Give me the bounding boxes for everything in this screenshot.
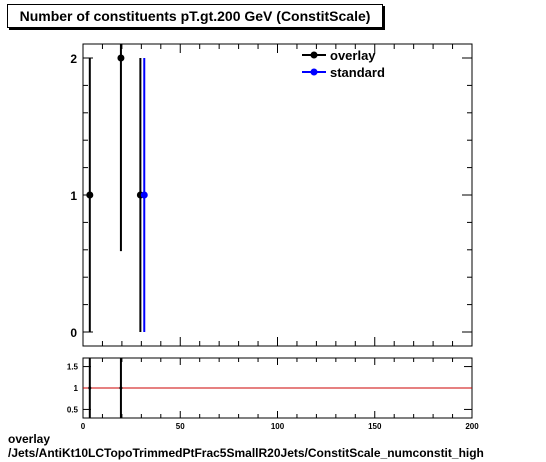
ratio-y-tick-label: 1.5	[67, 363, 79, 372]
footer-label: overlay	[8, 432, 51, 446]
legend-marker-overlay	[310, 51, 318, 59]
y-tick-label: 2	[70, 52, 77, 66]
data-point-overlay	[86, 191, 94, 199]
legend-marker-standard	[310, 68, 318, 76]
ratio-x-tick-label: 0	[81, 422, 86, 431]
data-point-standard	[140, 191, 148, 199]
chart-title: Number of constituents pT.gt.200 GeV (Co…	[19, 8, 371, 24]
y-tick-label: 0	[70, 326, 77, 340]
legend-label-standard: standard	[330, 65, 385, 80]
ratio-x-tick-label: 150	[368, 422, 382, 431]
ratio-y-tick-label: 1	[74, 384, 79, 393]
ratio-data-point	[88, 386, 92, 390]
ratio-y-tick-label: 0.5	[67, 405, 79, 414]
ratio-x-tick-label: 100	[271, 422, 285, 431]
ratio-x-tick-label: 200	[465, 422, 479, 431]
data-point-overlay	[117, 54, 125, 62]
ratio-x-tick-label: 50	[176, 422, 185, 431]
y-tick-label: 1	[70, 189, 77, 203]
ratio-data-point	[119, 386, 123, 390]
legend-label-overlay: overlay	[330, 48, 376, 63]
chart-title-box: Number of constituents pT.gt.200 GeV (Co…	[7, 4, 383, 28]
footer-path: /Jets/AntiKt10LCTopoTrimmedPtFrac5SmallR…	[8, 446, 484, 460]
